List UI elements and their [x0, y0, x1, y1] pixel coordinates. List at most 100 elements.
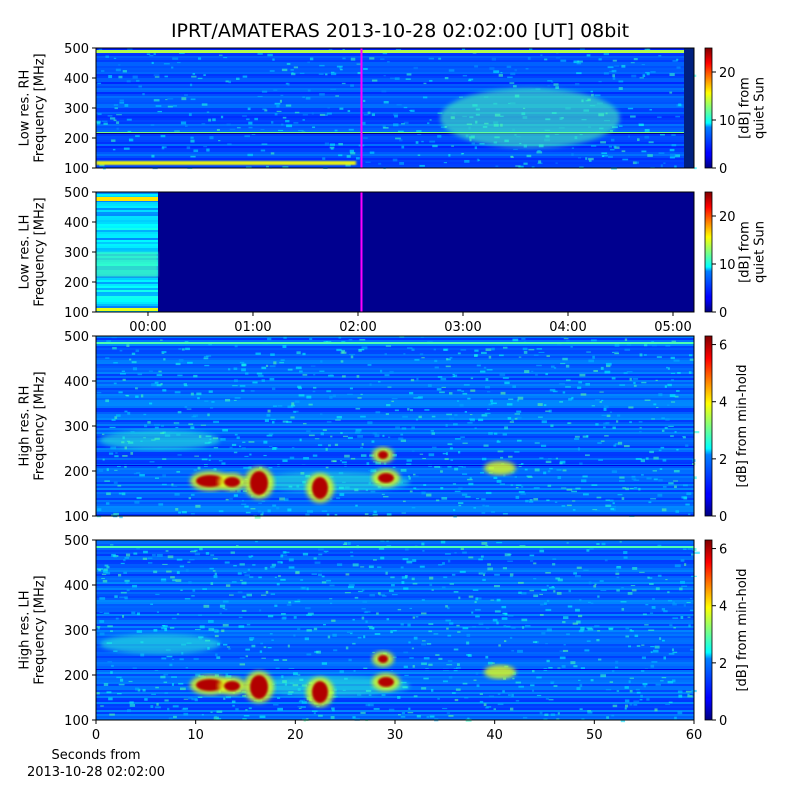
texture: [96, 700, 694, 702]
texture: [245, 648, 250, 651]
texture: [597, 595, 600, 598]
texture: [122, 70, 127, 73]
texture: [194, 549, 198, 552]
texture: [469, 414, 473, 416]
texture: [214, 576, 218, 579]
texture: [98, 469, 104, 472]
texture: [446, 627, 449, 630]
texture: [341, 349, 345, 352]
texture: [452, 375, 455, 377]
texture: [277, 707, 284, 711]
texture: [412, 664, 415, 668]
texture: [667, 591, 670, 594]
texture: [596, 543, 600, 545]
texture: [96, 298, 158, 300]
texture: [557, 476, 562, 479]
texture: [421, 542, 425, 546]
texture: [225, 80, 229, 83]
texture: [587, 628, 594, 631]
texture: [223, 56, 228, 59]
texture: [181, 511, 187, 514]
texture: [224, 608, 228, 611]
texture: [311, 573, 318, 575]
texture: [119, 372, 126, 375]
texture: [388, 589, 394, 592]
texture: [512, 338, 519, 342]
texture: [209, 407, 214, 409]
texture: [631, 475, 636, 478]
texture: [255, 541, 258, 543]
texture: [98, 48, 103, 50]
texture: [197, 397, 200, 400]
texture: [275, 667, 280, 670]
texture: [644, 624, 649, 626]
texture: [488, 403, 493, 406]
texture: [643, 354, 647, 356]
texture: [163, 673, 169, 676]
texture: [96, 570, 694, 572]
texture: [190, 513, 195, 515]
texture: [406, 463, 412, 466]
texture: [502, 377, 509, 379]
texture: [249, 637, 255, 640]
texture: [246, 623, 251, 626]
texture: [592, 94, 596, 96]
texture: [270, 593, 276, 595]
texture: [629, 689, 633, 693]
texture: [639, 699, 643, 701]
texture: [96, 204, 158, 206]
texture: [334, 513, 338, 517]
texture: [638, 421, 643, 423]
texture: [576, 687, 581, 691]
texture: [203, 356, 209, 358]
texture: [602, 154, 608, 157]
texture: [96, 232, 158, 234]
texture: [291, 72, 296, 76]
texture: [441, 586, 446, 589]
texture: [447, 443, 453, 445]
texture: [561, 487, 567, 489]
texture: [244, 574, 250, 577]
texture: [435, 499, 440, 502]
texture: [448, 676, 453, 679]
texture: [283, 498, 289, 501]
texture: [100, 705, 104, 707]
texture: [96, 278, 158, 280]
texture: [633, 384, 637, 387]
texture: [407, 475, 411, 478]
texture: [180, 121, 187, 125]
texture: [458, 487, 463, 491]
texture: [421, 140, 424, 143]
texture: [208, 619, 214, 623]
texture: [367, 625, 373, 627]
texture: [572, 509, 576, 511]
texture: [319, 93, 325, 96]
texture: [373, 510, 377, 514]
texture: [402, 558, 409, 561]
x-tick-label: 03:00: [444, 320, 481, 335]
texture: [506, 403, 513, 406]
texture: [479, 700, 484, 703]
texture: [230, 551, 235, 554]
texture: [277, 697, 281, 699]
texture: [620, 719, 626, 723]
texture: [96, 638, 694, 640]
texture: [490, 402, 497, 405]
texture: [442, 707, 448, 710]
texture: [523, 350, 528, 354]
texture: [357, 397, 362, 399]
texture: [674, 165, 677, 168]
texture: [503, 474, 506, 478]
texture: [369, 383, 372, 386]
texture: [171, 485, 178, 487]
texture: [474, 427, 477, 429]
texture: [124, 103, 129, 107]
texture: [125, 553, 131, 557]
texture: [543, 602, 547, 605]
texture: [518, 490, 525, 494]
texture: [361, 443, 364, 446]
texture: [264, 566, 268, 570]
texture: [96, 360, 694, 362]
texture: [162, 625, 168, 628]
texture: [545, 698, 549, 700]
